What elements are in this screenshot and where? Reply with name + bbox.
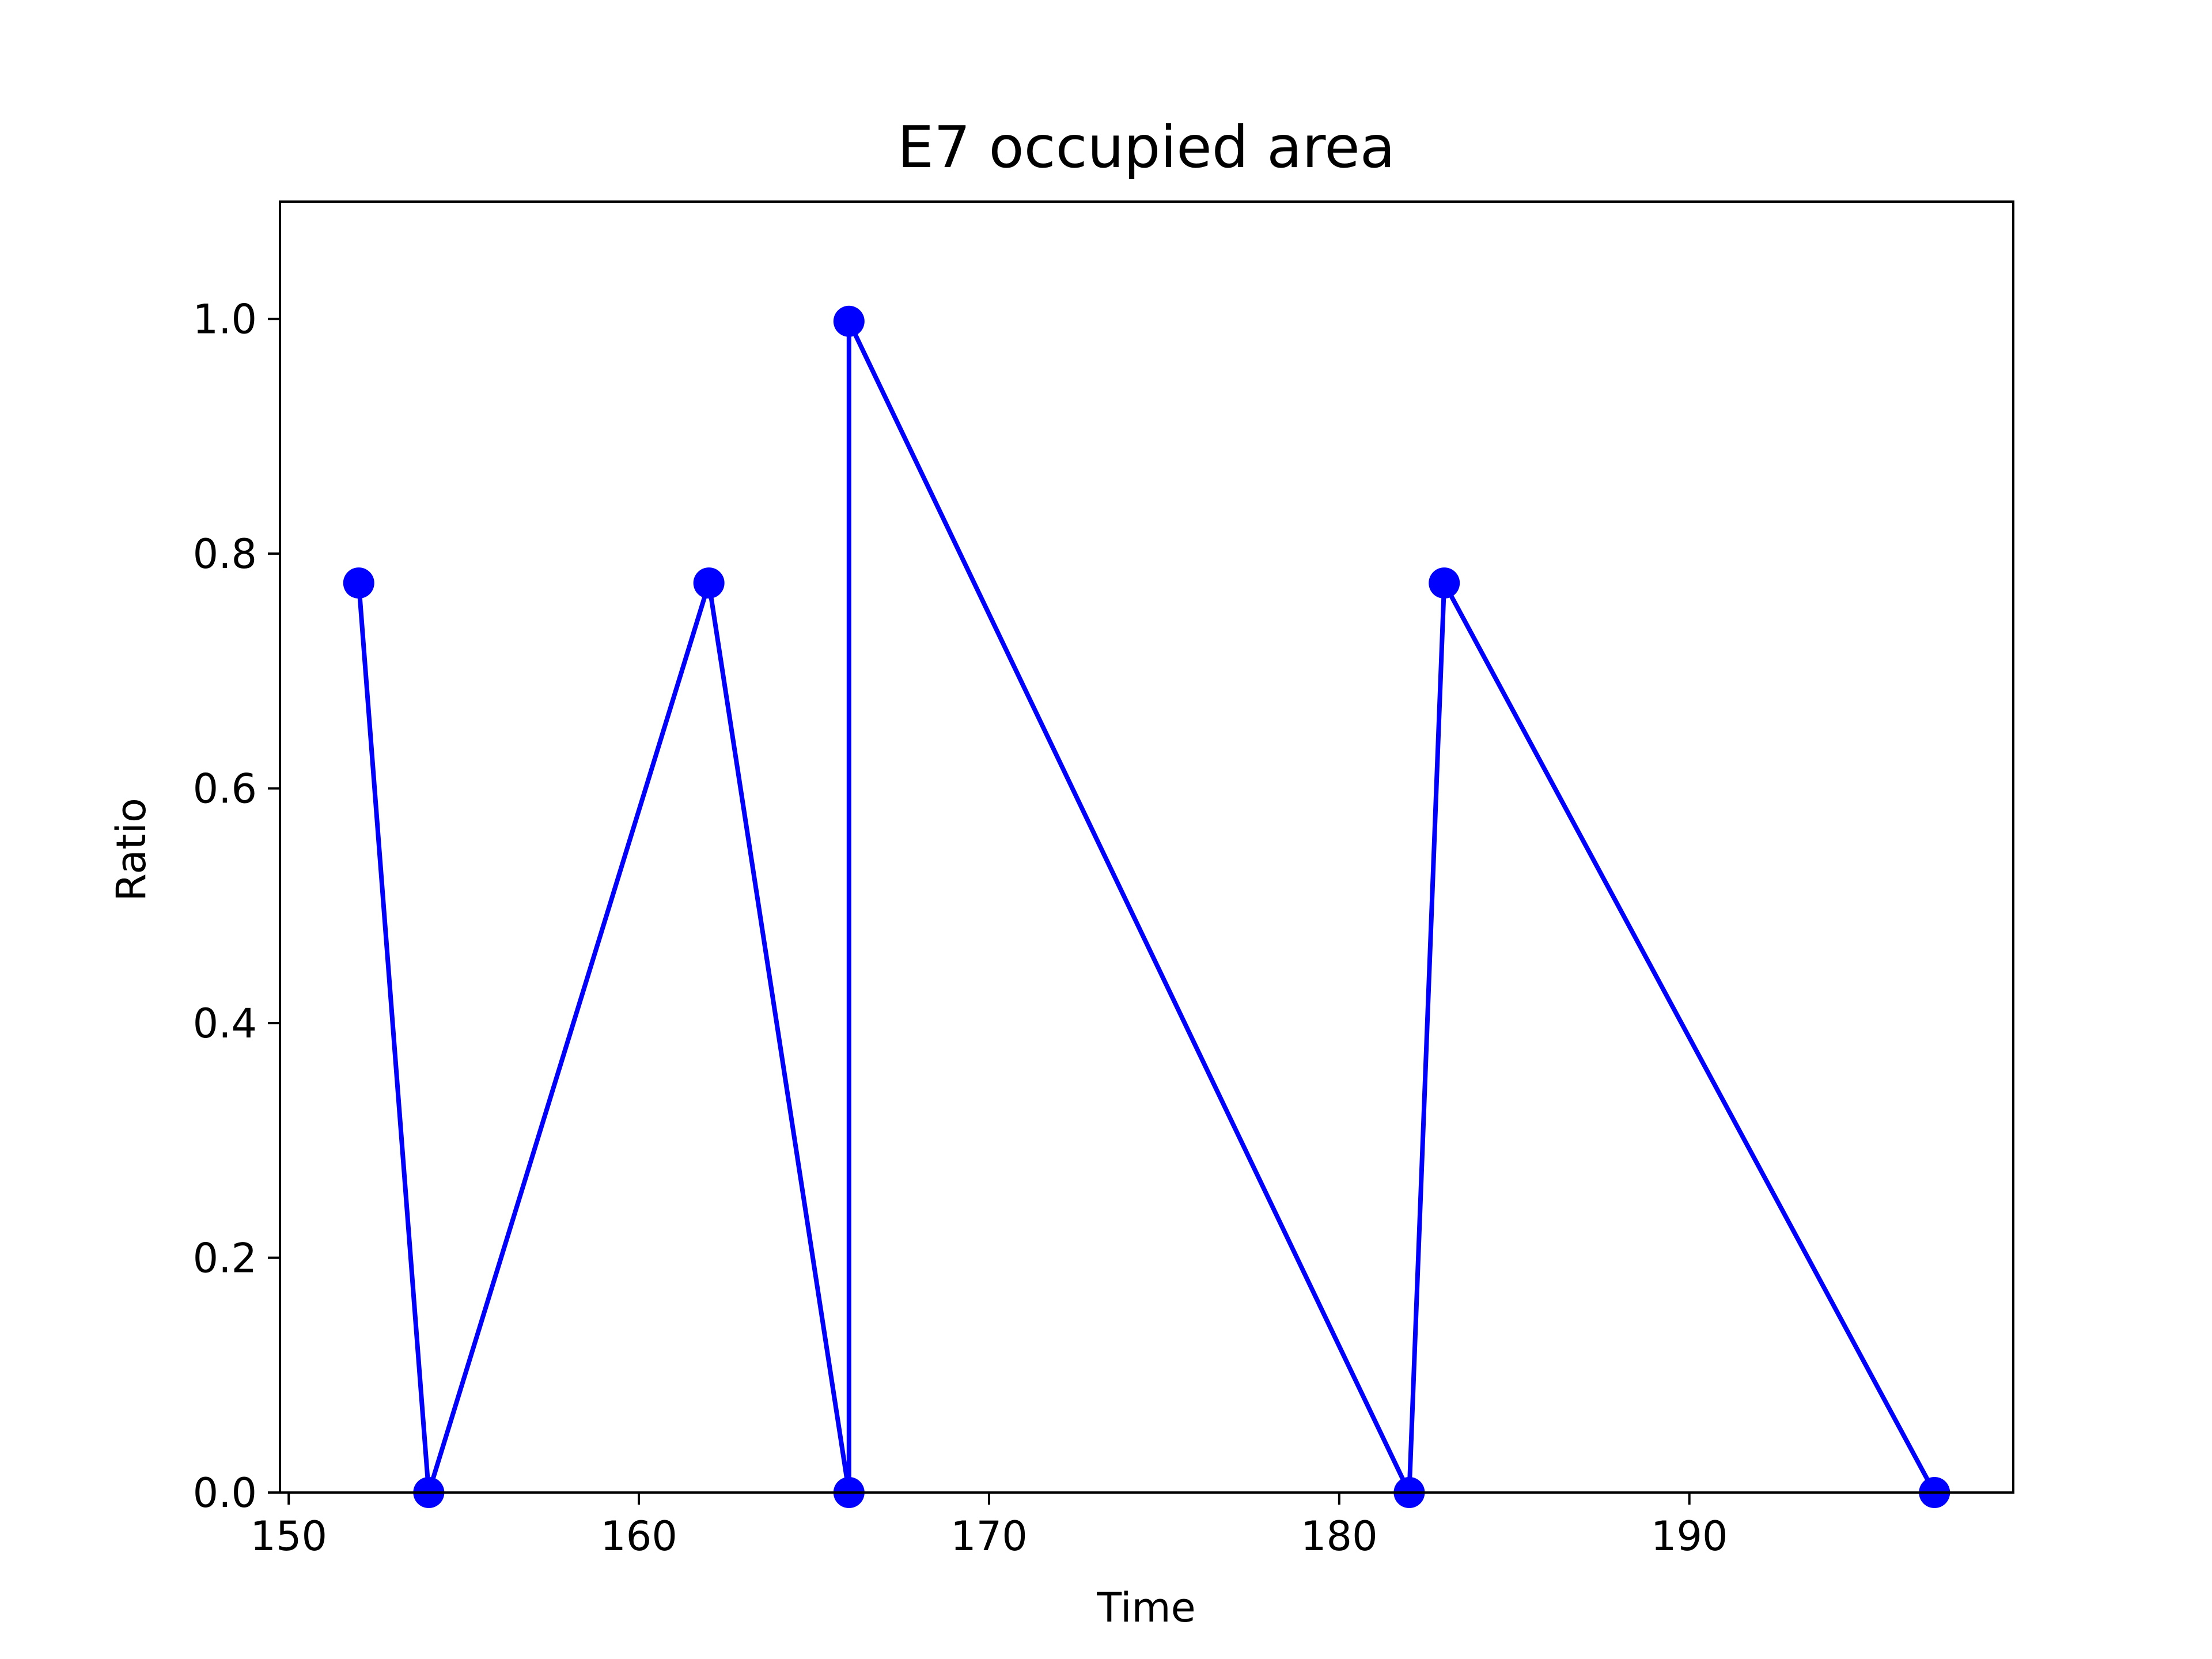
y-axis: 0.0 0.2 0.4 0.6 0.8 1.0 [193, 296, 280, 1517]
y-tick-label: 0.0 [193, 1469, 257, 1517]
x-tick-label: 170 [950, 1513, 1028, 1560]
x-axis: 150 160 170 180 190 [250, 1493, 1728, 1560]
x-tick-label: 150 [250, 1513, 327, 1560]
y-axis-title: Ratio [108, 798, 155, 902]
series-line [356, 319, 1938, 1496]
x-tick-label: 180 [1301, 1513, 1378, 1560]
y-tick-label: 0.6 [193, 766, 257, 813]
data-point [833, 305, 865, 337]
y-tick-label: 1.0 [193, 296, 257, 343]
plot-frame [279, 200, 2014, 1494]
data-point [693, 567, 725, 599]
plot-marks [343, 305, 1950, 1508]
x-axis-title: Time [1096, 1584, 1195, 1631]
x-tick-label: 160 [600, 1513, 677, 1560]
data-point [1429, 567, 1460, 599]
y-tick-label: 0.8 [193, 531, 257, 578]
data-point [343, 567, 374, 599]
x-tick-label: 190 [1651, 1513, 1728, 1560]
y-tick-label: 0.4 [193, 1000, 257, 1047]
y-tick-label: 0.2 [193, 1235, 257, 1282]
chart-title: E7 occupied area [897, 113, 1395, 181]
